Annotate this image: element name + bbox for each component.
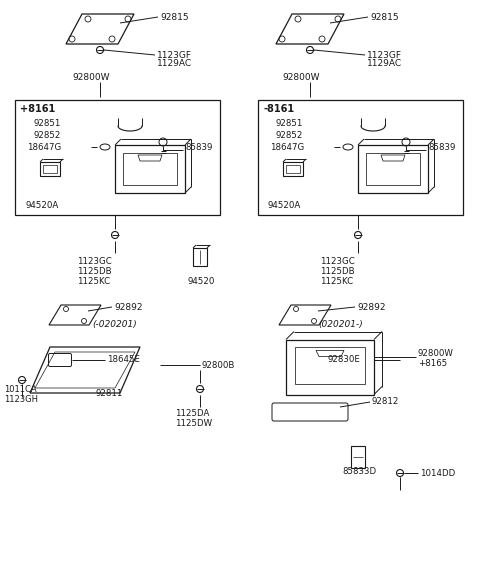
- Text: 92851: 92851: [33, 119, 60, 129]
- Text: 85839: 85839: [185, 143, 212, 152]
- Circle shape: [307, 46, 313, 53]
- Text: 92815: 92815: [160, 12, 189, 22]
- Text: 85839: 85839: [428, 143, 456, 152]
- Text: 92830E: 92830E: [327, 356, 360, 364]
- Text: 1125DA: 1125DA: [175, 408, 209, 418]
- Bar: [283, 162, 303, 176]
- Circle shape: [396, 470, 404, 477]
- Text: 1123GF: 1123GF: [367, 50, 402, 60]
- Text: 92852: 92852: [33, 130, 60, 139]
- Circle shape: [196, 386, 204, 393]
- Text: 1125DB: 1125DB: [77, 267, 112, 276]
- Text: 92800W: 92800W: [418, 349, 454, 357]
- Bar: [366, 153, 420, 185]
- Text: 1125DW: 1125DW: [175, 418, 212, 428]
- Circle shape: [96, 46, 104, 53]
- Circle shape: [111, 232, 119, 239]
- Bar: [115, 145, 185, 193]
- Text: 1125KC: 1125KC: [320, 277, 353, 285]
- Text: 92800W: 92800W: [72, 73, 109, 81]
- Text: 94520A: 94520A: [268, 201, 301, 209]
- Bar: [351, 446, 365, 468]
- Text: +8161: +8161: [20, 104, 55, 114]
- Text: 1011CA: 1011CA: [4, 386, 36, 394]
- Bar: [193, 248, 207, 266]
- Bar: [43, 165, 57, 173]
- Text: -8161: -8161: [263, 104, 294, 114]
- Text: 18647G: 18647G: [27, 143, 61, 152]
- Text: 1125KC: 1125KC: [77, 277, 110, 285]
- Text: 94520A: 94520A: [25, 201, 58, 209]
- Text: 1129AC: 1129AC: [157, 60, 192, 68]
- Text: 92892: 92892: [357, 302, 385, 311]
- Bar: [258, 100, 463, 215]
- Text: 1123GH: 1123GH: [4, 395, 38, 404]
- Text: 18647G: 18647G: [270, 143, 304, 152]
- Bar: [295, 346, 365, 384]
- Text: 1014DD: 1014DD: [420, 469, 455, 477]
- Circle shape: [355, 232, 361, 239]
- Text: 92811: 92811: [96, 388, 123, 397]
- Text: 85833D: 85833D: [342, 467, 376, 477]
- Bar: [358, 145, 428, 193]
- Text: 92812: 92812: [372, 397, 399, 407]
- Bar: [123, 153, 177, 185]
- Bar: [15, 100, 220, 215]
- Text: 92800B: 92800B: [202, 360, 235, 370]
- Text: 1123GC: 1123GC: [320, 256, 355, 266]
- Text: 92800W: 92800W: [282, 73, 320, 81]
- Text: 1129AC: 1129AC: [367, 60, 402, 68]
- Text: 94520: 94520: [188, 277, 216, 285]
- Bar: [40, 162, 60, 176]
- Text: 1123GC: 1123GC: [77, 256, 112, 266]
- Bar: [286, 339, 374, 394]
- Text: 92892: 92892: [114, 302, 143, 311]
- Text: 92852: 92852: [276, 130, 303, 139]
- Circle shape: [19, 377, 25, 384]
- Text: 18645E: 18645E: [107, 356, 140, 364]
- Text: 1123GF: 1123GF: [157, 50, 192, 60]
- Text: (-020201): (-020201): [92, 321, 137, 329]
- Bar: [286, 165, 300, 173]
- Text: 92851: 92851: [276, 119, 303, 129]
- Text: (020201-): (020201-): [318, 321, 363, 329]
- Text: 92815: 92815: [370, 12, 398, 22]
- Text: 1125DB: 1125DB: [320, 267, 355, 276]
- Text: +8165: +8165: [418, 360, 447, 369]
